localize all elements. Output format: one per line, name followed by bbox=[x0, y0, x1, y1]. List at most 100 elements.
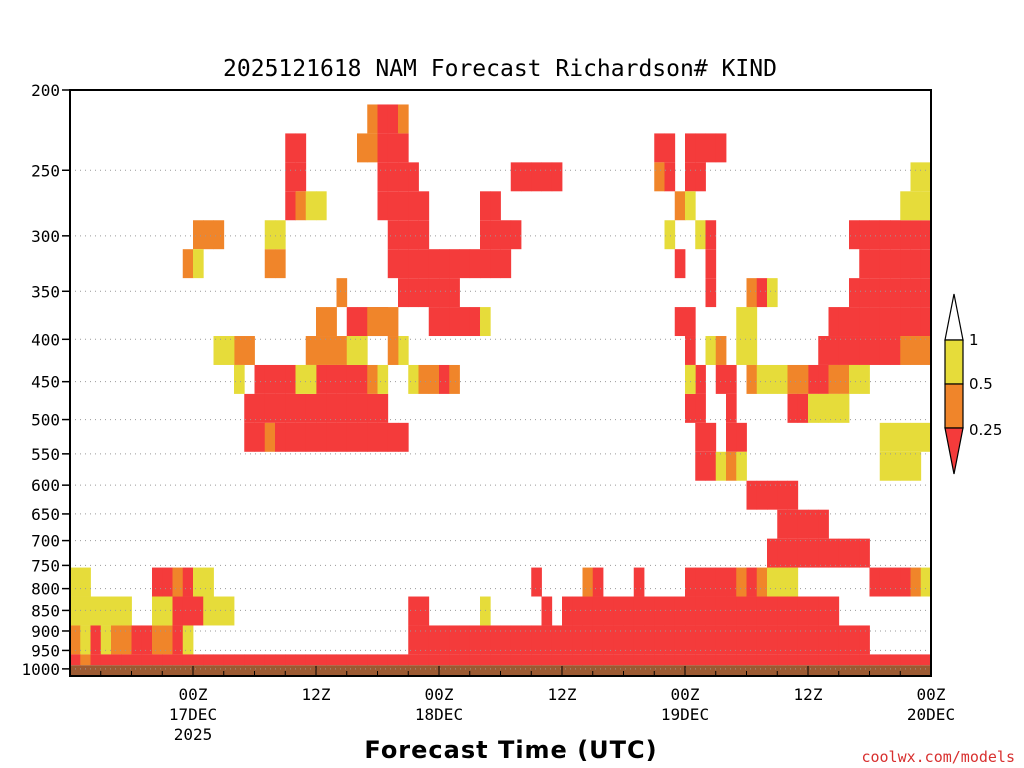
heatmap-cell bbox=[193, 596, 204, 626]
heatmap-cell bbox=[285, 162, 296, 192]
heatmap-cell bbox=[828, 307, 840, 337]
heatmap-cell bbox=[357, 364, 368, 394]
heatmap-cell bbox=[305, 654, 317, 666]
heatmap-cell bbox=[469, 654, 481, 666]
ground-fill bbox=[70, 665, 931, 676]
heatmap-cell bbox=[223, 654, 235, 666]
heatmap-cell bbox=[387, 133, 399, 163]
heatmap-cell bbox=[818, 364, 829, 394]
heatmap-cell bbox=[685, 596, 696, 626]
heatmap-cell bbox=[377, 654, 389, 666]
heatmap-cell bbox=[879, 567, 891, 597]
heatmap-cell bbox=[787, 364, 799, 394]
heatmap-cell bbox=[459, 625, 471, 655]
heatmap-cell bbox=[828, 336, 840, 365]
heatmap-cell bbox=[80, 567, 91, 597]
legend-label: 0.5 bbox=[969, 375, 993, 393]
heatmap-cell bbox=[746, 654, 758, 666]
heatmap-cell bbox=[664, 220, 676, 250]
heatmap-cell bbox=[244, 336, 255, 365]
heatmap-cell bbox=[787, 538, 799, 568]
heatmap-cell bbox=[910, 249, 922, 279]
heatmap-cell bbox=[715, 596, 727, 626]
heatmap-cell bbox=[859, 249, 870, 279]
y-tick-label: 650 bbox=[31, 505, 60, 524]
heatmap-cell bbox=[264, 393, 276, 423]
heatmap-cell bbox=[418, 364, 430, 394]
heatmap-cell bbox=[910, 278, 922, 308]
heatmap-cell bbox=[275, 249, 286, 279]
heatmap-cell bbox=[367, 307, 378, 337]
heatmap-cell bbox=[295, 133, 307, 163]
heatmap-cell bbox=[654, 596, 665, 626]
heatmap-cell bbox=[746, 625, 758, 655]
heatmap-cell bbox=[377, 307, 389, 337]
heatmap-cell bbox=[428, 307, 440, 337]
heatmap-cell bbox=[644, 625, 655, 655]
heatmap-cell bbox=[357, 336, 368, 365]
heatmap-cell bbox=[920, 307, 932, 337]
heatmap-cell bbox=[869, 220, 881, 250]
heatmap-cell bbox=[695, 596, 706, 626]
heatmap-cell bbox=[439, 364, 450, 394]
heatmap-cell bbox=[705, 596, 717, 626]
heatmap-cell bbox=[674, 654, 686, 666]
heatmap-cell bbox=[152, 596, 163, 626]
heatmap-cell bbox=[336, 336, 348, 365]
heatmap-cell bbox=[736, 596, 747, 626]
legend-label: 0.25 bbox=[969, 421, 1002, 439]
heatmap-cell bbox=[797, 596, 809, 626]
heatmap-cell bbox=[664, 625, 676, 655]
heatmap-cell bbox=[849, 625, 860, 655]
x-tick-label: 12Z bbox=[794, 685, 823, 704]
heatmap-cell bbox=[818, 538, 829, 568]
heatmap-cell bbox=[213, 336, 225, 365]
heatmap-cell bbox=[182, 249, 194, 279]
heatmap-cell bbox=[203, 220, 214, 250]
heatmap-cell bbox=[223, 596, 235, 626]
heatmap-cell bbox=[295, 162, 307, 192]
heatmap-cell bbox=[808, 538, 819, 568]
heatmap-cell bbox=[900, 422, 911, 452]
heatmap-cell bbox=[285, 133, 296, 163]
heatmap-cell bbox=[808, 654, 819, 666]
heatmap-cell bbox=[664, 654, 676, 666]
heatmap-cell bbox=[480, 220, 491, 250]
heatmap-cell bbox=[521, 654, 532, 666]
heatmap-cell bbox=[264, 364, 276, 394]
heatmap-cell bbox=[428, 654, 440, 666]
heatmap-cell bbox=[777, 567, 788, 597]
heatmap-cell bbox=[746, 336, 758, 365]
heatmap-cell bbox=[203, 567, 214, 597]
heatmap-cell bbox=[695, 133, 706, 163]
heatmap-cell bbox=[428, 249, 440, 279]
credit-link[interactable]: coolwx.com/models bbox=[861, 748, 1015, 766]
heatmap-cell bbox=[849, 364, 860, 394]
heatmap-cell bbox=[849, 654, 860, 666]
heatmap-cell bbox=[336, 393, 348, 423]
gridlines bbox=[70, 169, 931, 670]
y-tick-label: 450 bbox=[31, 373, 60, 392]
heatmap-cell bbox=[808, 509, 819, 539]
heatmap-cell bbox=[695, 364, 706, 394]
heatmap-cell bbox=[797, 509, 809, 539]
heatmap-cell bbox=[654, 162, 665, 192]
heatmap-cell bbox=[326, 393, 337, 423]
heatmap-cell bbox=[705, 625, 717, 655]
heatmap-cell bbox=[603, 596, 614, 626]
heatmap-cell bbox=[121, 625, 132, 655]
heatmap-cell bbox=[685, 364, 696, 394]
heatmap-cell bbox=[387, 249, 399, 279]
heatmap-cell bbox=[244, 393, 255, 423]
heatmap-cell bbox=[480, 249, 491, 279]
heatmap-cell bbox=[213, 596, 225, 626]
y-tick-label: 250 bbox=[31, 161, 60, 180]
heatmap-cell bbox=[787, 480, 799, 510]
ground-band bbox=[70, 665, 931, 676]
heatmap-cell bbox=[582, 654, 594, 666]
heatmap-cell bbox=[418, 278, 430, 308]
heatmap-cell bbox=[100, 654, 112, 666]
heatmap-cell bbox=[746, 596, 758, 626]
heatmap-cell bbox=[890, 220, 901, 250]
